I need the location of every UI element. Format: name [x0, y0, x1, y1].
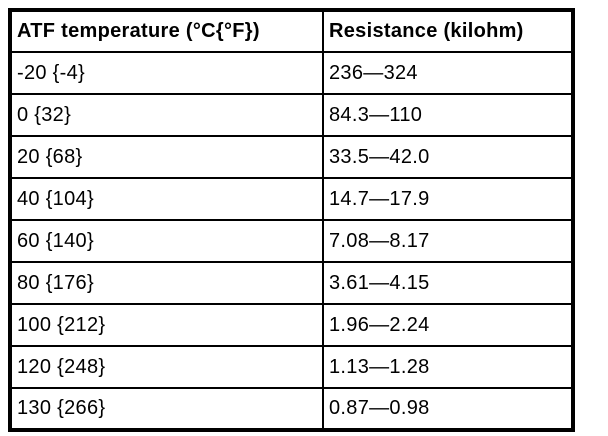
atf-resistance-table: ATF temperature (°C{°F}) Resistance (kil…: [8, 8, 575, 432]
table-row: 40 {104} 14.7—17.9: [9, 177, 574, 221]
temperature-cell: 60 {140}: [9, 219, 324, 263]
table-row: 0 {32} 84.3—110: [9, 93, 574, 137]
resistance-cell: 33.5—42.0: [322, 135, 574, 179]
resistance-cell: 3.61—4.15: [322, 261, 574, 305]
table-row: 20 {68} 33.5—42.0: [9, 135, 574, 179]
table-row: 80 {176} 3.61—4.15: [9, 261, 574, 305]
table-row: 60 {140} 7.08—8.17: [9, 219, 574, 263]
temperature-cell: 40 {104}: [9, 177, 324, 221]
temperature-cell: 100 {212}: [9, 303, 324, 347]
table-row: 130 {266} 0.87—0.98: [9, 387, 574, 431]
table-row: 100 {212} 1.96—2.24: [9, 303, 574, 347]
temperature-cell: -20 {-4}: [9, 51, 324, 95]
table-row: -20 {-4} 236—324: [9, 51, 574, 95]
resistance-cell: 84.3—110: [322, 93, 574, 137]
resistance-cell: 0.87—0.98: [322, 387, 574, 431]
temperature-cell: 120 {248}: [9, 345, 324, 389]
col-header-resistance: Resistance (kilohm): [322, 9, 574, 53]
header-row: ATF temperature (°C{°F}) Resistance (kil…: [9, 9, 574, 53]
temperature-cell: 80 {176}: [9, 261, 324, 305]
col-header-temperature: ATF temperature (°C{°F}): [9, 9, 324, 53]
temperature-cell: 20 {68}: [9, 135, 324, 179]
resistance-cell: 1.96—2.24: [322, 303, 574, 347]
table-row: 120 {248} 1.13—1.28: [9, 345, 574, 389]
temperature-cell: 0 {32}: [9, 93, 324, 137]
resistance-cell: 236—324: [322, 51, 574, 95]
resistance-cell: 14.7—17.9: [322, 177, 574, 221]
table-body: -20 {-4} 236—324 0 {32} 84.3—110 20 {68} 33.5…: [9, 51, 574, 431]
resistance-cell: 1.13—1.28: [322, 345, 574, 389]
temperature-cell: 130 {266}: [9, 387, 324, 431]
resistance-cell: 7.08—8.17: [322, 219, 574, 263]
